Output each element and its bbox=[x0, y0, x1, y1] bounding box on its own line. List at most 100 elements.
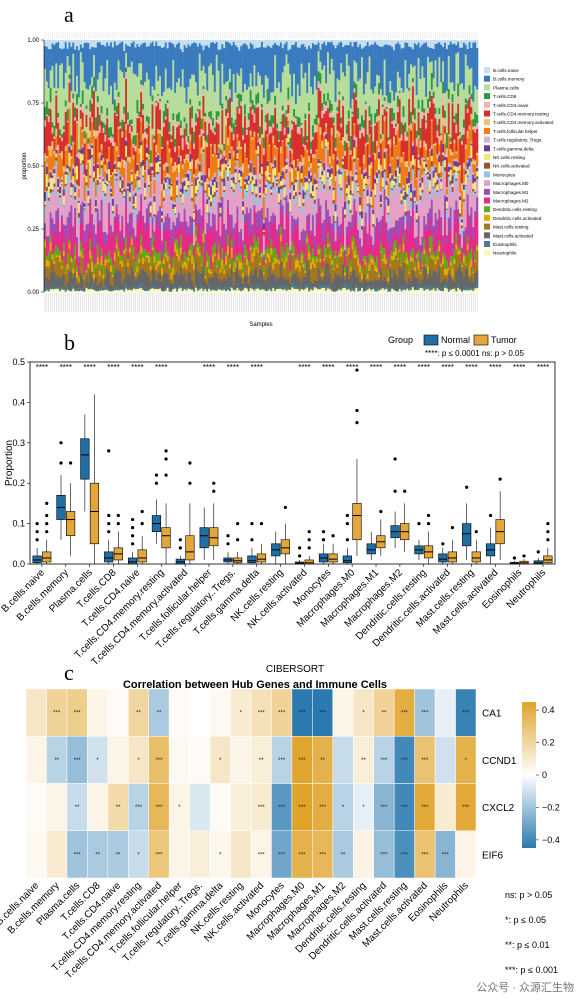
bar-segment bbox=[445, 148, 449, 158]
bar-segment bbox=[455, 244, 458, 250]
bar-segment bbox=[151, 229, 154, 235]
bar-segment bbox=[393, 136, 396, 145]
bar-segment bbox=[77, 278, 81, 282]
bar-segment bbox=[400, 48, 403, 89]
bar-segment bbox=[374, 278, 377, 289]
bar-segment bbox=[123, 40, 126, 52]
bar-segment bbox=[442, 256, 445, 265]
bar-segment bbox=[411, 114, 415, 122]
bar-segment bbox=[117, 288, 120, 291]
bar-segment bbox=[227, 233, 230, 247]
bar-segment bbox=[142, 159, 145, 166]
bar-segment bbox=[444, 277, 447, 284]
bar-segment bbox=[261, 207, 264, 227]
bar-segment bbox=[79, 166, 83, 205]
bar-segment bbox=[259, 253, 262, 264]
bar-segment bbox=[402, 285, 405, 290]
bar-segment bbox=[160, 240, 164, 256]
bar-segment bbox=[370, 124, 373, 127]
bar-segment bbox=[215, 54, 218, 112]
bar-segment bbox=[349, 286, 352, 292]
bar-segment bbox=[447, 269, 450, 275]
bar-segment bbox=[100, 40, 103, 45]
bar-segment bbox=[400, 216, 403, 232]
bar-segment bbox=[438, 177, 441, 179]
bar-segment bbox=[366, 71, 369, 135]
bar-segment bbox=[372, 189, 375, 197]
bar-segment bbox=[306, 220, 309, 234]
bar-segment bbox=[130, 138, 133, 170]
bar-segment bbox=[93, 289, 96, 293]
bar-segment bbox=[89, 270, 92, 289]
bar-segment bbox=[400, 230, 403, 253]
bar-segment bbox=[413, 202, 417, 206]
bar-segment bbox=[274, 95, 277, 105]
bar-segment bbox=[332, 187, 335, 191]
bar-segment bbox=[72, 93, 75, 99]
bar-segment bbox=[196, 173, 200, 178]
bar-segment bbox=[457, 172, 460, 175]
bar-segment bbox=[400, 200, 403, 205]
bar-segment bbox=[321, 69, 324, 104]
bar-segment bbox=[321, 140, 324, 149]
bar-segment bbox=[64, 168, 67, 172]
bar-segment bbox=[193, 245, 196, 249]
bar-segment bbox=[313, 173, 317, 179]
bar-segment bbox=[127, 289, 130, 293]
bar-segment bbox=[136, 134, 139, 164]
bar-segment bbox=[281, 178, 284, 186]
bar-segment bbox=[436, 124, 439, 131]
bar-segment bbox=[349, 212, 352, 216]
bar-segment bbox=[45, 239, 49, 257]
bar-segment bbox=[391, 173, 394, 176]
bar-segment bbox=[227, 285, 230, 290]
bar-segment bbox=[327, 166, 330, 170]
bar-segment bbox=[344, 168, 347, 171]
bar-segment bbox=[255, 205, 258, 213]
bar-segment bbox=[281, 114, 284, 141]
bar-segment bbox=[304, 198, 307, 231]
bar-segment bbox=[283, 197, 286, 200]
bar-segment bbox=[389, 254, 392, 265]
bar-segment bbox=[387, 137, 390, 141]
bar-segment bbox=[234, 287, 237, 291]
bar-segment bbox=[334, 272, 337, 292]
bar-segment bbox=[404, 42, 407, 61]
bar-segment bbox=[121, 254, 124, 262]
bar-segment bbox=[113, 272, 117, 288]
bar-segment bbox=[187, 284, 190, 289]
bar-segment bbox=[64, 174, 67, 184]
bar-segment bbox=[108, 137, 111, 141]
bar-segment bbox=[53, 168, 56, 174]
bar-segment bbox=[249, 231, 252, 245]
bar-segment bbox=[45, 198, 49, 237]
bar-segment bbox=[261, 137, 264, 163]
bar-segment bbox=[104, 195, 107, 201]
bar-segment bbox=[70, 287, 73, 292]
bar-segment bbox=[281, 217, 284, 247]
bar-segment bbox=[423, 112, 426, 116]
bar-segment bbox=[113, 260, 117, 274]
bar-segment bbox=[355, 287, 358, 293]
bar-segment bbox=[285, 174, 288, 196]
bar-segment bbox=[213, 40, 217, 44]
bar-segment bbox=[410, 123, 413, 131]
bar-segment bbox=[104, 254, 107, 260]
bar-segment bbox=[330, 259, 334, 265]
bar-segment bbox=[253, 234, 256, 249]
bar-segment bbox=[183, 185, 186, 191]
bar-segment bbox=[166, 213, 169, 229]
bar-segment bbox=[96, 285, 100, 290]
bar-segment bbox=[204, 198, 207, 234]
bar-segment bbox=[266, 160, 269, 162]
bar-segment bbox=[421, 192, 424, 199]
bar-segment bbox=[121, 193, 124, 196]
bar-segment bbox=[125, 205, 128, 238]
bar-segment bbox=[338, 256, 341, 276]
bar-segment bbox=[94, 40, 98, 48]
bar-segment bbox=[60, 215, 64, 220]
bar-segment bbox=[374, 152, 377, 160]
bar-segment bbox=[345, 237, 349, 248]
bar-segment bbox=[385, 288, 388, 293]
bar-segment bbox=[232, 260, 235, 268]
